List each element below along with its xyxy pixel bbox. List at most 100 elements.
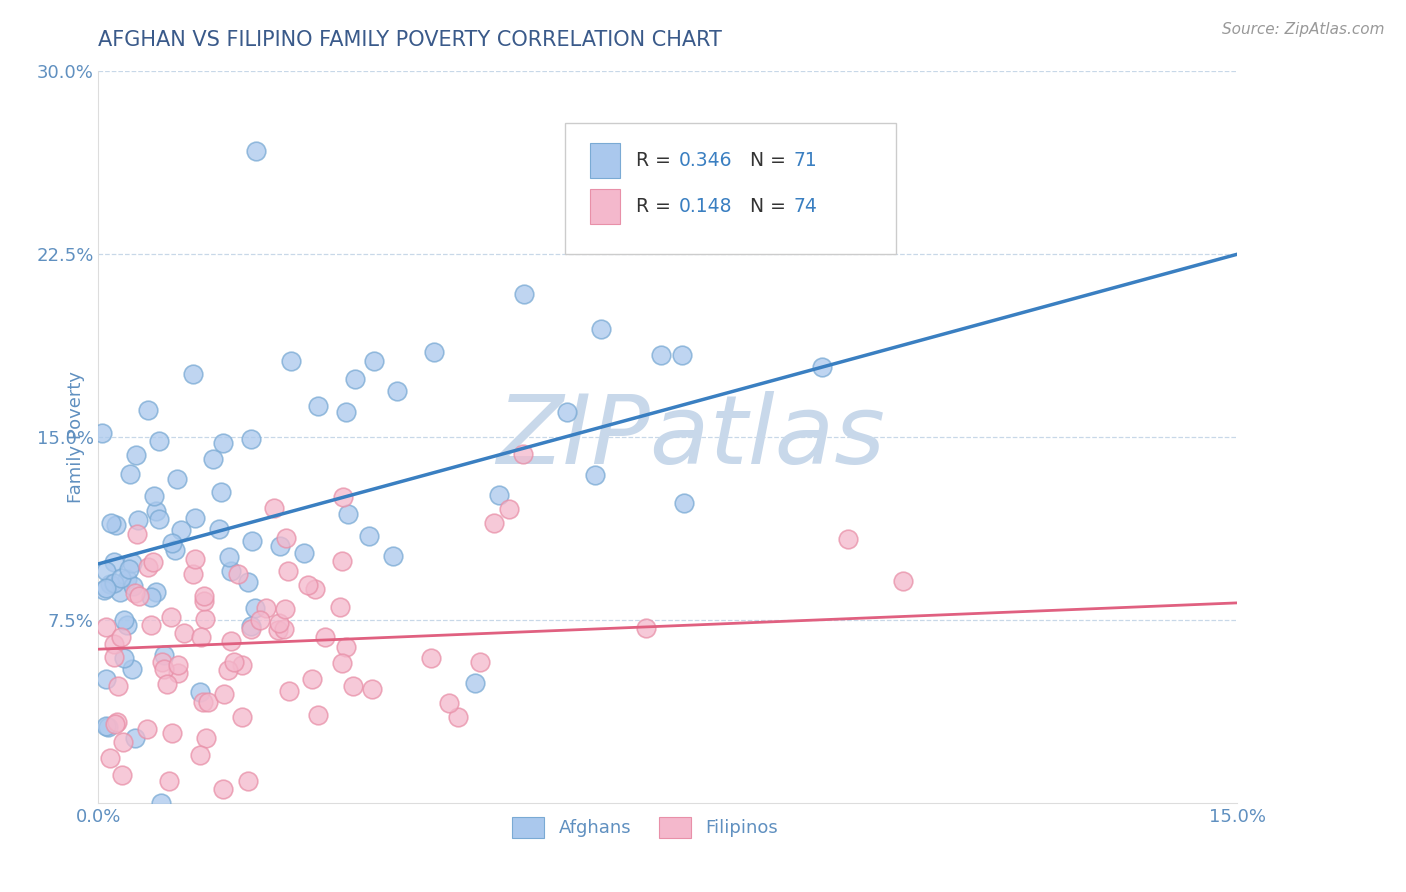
Point	[197, 695, 219, 709]
Point	[105, 715, 128, 730]
Point	[231, 710, 253, 724]
Point	[98, 577, 121, 591]
Point	[672, 496, 695, 510]
Point	[124, 585, 146, 599]
Point	[96, 719, 118, 733]
Point	[118, 467, 141, 481]
Point	[190, 630, 212, 644]
Point	[245, 144, 267, 158]
Text: 71: 71	[793, 151, 817, 170]
Point	[111, 735, 134, 749]
Text: AFGHAN VS FILIPINO FAMILY POVERTY CORRELATION CHART: AFGHAN VS FILIPINO FAMILY POVERTY CORREL…	[98, 30, 723, 50]
Point	[301, 672, 323, 686]
Point	[419, 651, 441, 665]
Point	[115, 572, 138, 586]
Point	[94, 581, 117, 595]
Point	[219, 564, 242, 578]
Point	[184, 552, 207, 566]
Point	[512, 447, 534, 461]
Point	[336, 507, 359, 521]
Point	[891, 574, 914, 589]
Point	[142, 490, 165, 504]
Point	[181, 367, 204, 381]
Point	[218, 549, 240, 564]
Legend: Afghans, Filipinos: Afghans, Filipinos	[505, 810, 786, 845]
Point	[110, 630, 132, 644]
FancyBboxPatch shape	[591, 143, 620, 178]
Point	[108, 585, 131, 599]
FancyBboxPatch shape	[591, 189, 620, 224]
Point	[335, 640, 357, 655]
Point	[273, 602, 295, 616]
Point	[124, 448, 146, 462]
Text: N =: N =	[749, 151, 792, 170]
Point	[97, 720, 120, 734]
Point	[142, 555, 165, 569]
Point	[304, 582, 326, 596]
Point	[104, 716, 127, 731]
Point	[212, 687, 235, 701]
Point	[93, 583, 115, 598]
Point	[437, 696, 460, 710]
Point	[555, 405, 578, 419]
Point	[335, 405, 357, 419]
Text: 74: 74	[793, 197, 817, 216]
Point	[156, 677, 179, 691]
Point	[329, 600, 352, 615]
Point	[141, 590, 163, 604]
Point	[104, 517, 127, 532]
Point	[591, 322, 613, 336]
Point	[332, 490, 354, 504]
Point	[124, 731, 146, 745]
Point	[330, 553, 353, 567]
Point	[273, 622, 295, 636]
Point	[363, 354, 385, 368]
Point	[112, 613, 135, 627]
Point	[110, 572, 132, 586]
Point	[482, 516, 505, 530]
Text: 0.346: 0.346	[679, 151, 733, 170]
Point	[342, 679, 364, 693]
Point	[163, 542, 186, 557]
Point	[162, 725, 184, 739]
Point	[138, 403, 160, 417]
Point	[125, 527, 148, 541]
Point	[583, 468, 606, 483]
Point	[149, 796, 172, 810]
Point	[194, 612, 217, 626]
Point	[423, 344, 446, 359]
Point	[238, 574, 260, 589]
Point	[153, 648, 176, 662]
Point	[188, 747, 211, 762]
Y-axis label: Family Poverty: Family Poverty	[66, 371, 84, 503]
Point	[100, 516, 122, 530]
Point	[211, 435, 233, 450]
Point	[193, 594, 215, 608]
Point	[811, 360, 834, 375]
Point	[160, 536, 183, 550]
Point	[236, 774, 259, 789]
Point	[115, 617, 138, 632]
FancyBboxPatch shape	[565, 122, 896, 254]
Point	[148, 434, 170, 448]
Point	[121, 662, 143, 676]
Point	[136, 722, 159, 736]
Point	[671, 348, 693, 362]
Point	[488, 488, 510, 502]
Point	[307, 708, 329, 723]
Point	[94, 620, 117, 634]
Point	[94, 673, 117, 687]
Point	[103, 555, 125, 569]
Point	[292, 546, 315, 560]
Point	[464, 676, 486, 690]
Point	[148, 512, 170, 526]
Point	[112, 651, 135, 665]
Point	[344, 372, 367, 386]
Point	[90, 426, 112, 441]
Point	[166, 472, 188, 486]
Point	[280, 353, 302, 368]
Point	[267, 615, 290, 630]
Point	[226, 567, 249, 582]
Point	[169, 523, 191, 537]
Point	[254, 601, 277, 615]
